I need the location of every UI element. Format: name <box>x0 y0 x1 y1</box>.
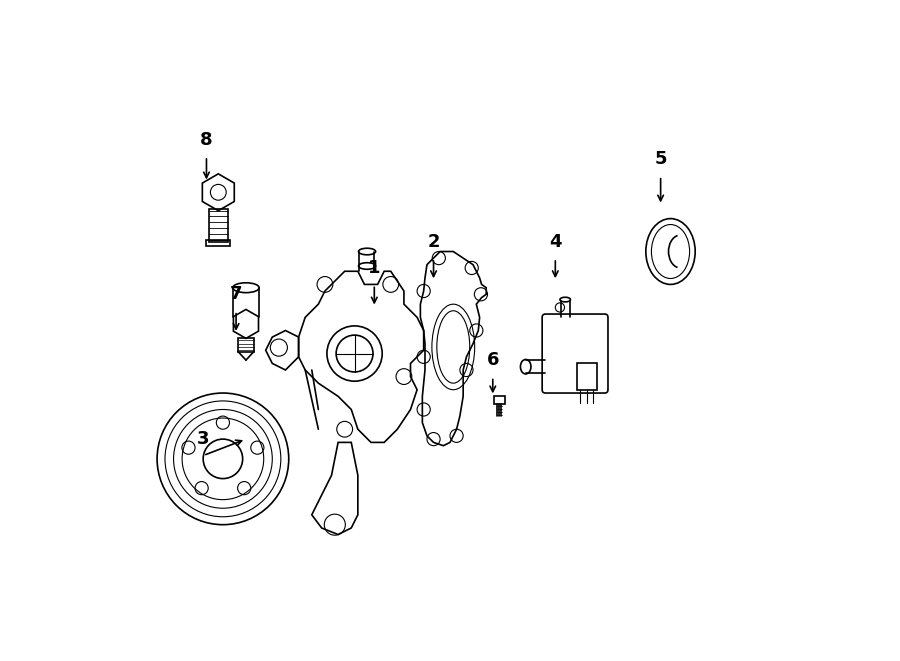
Text: 8: 8 <box>200 131 212 149</box>
Text: 6: 6 <box>487 351 499 369</box>
Text: 7: 7 <box>230 286 242 303</box>
Text: 1: 1 <box>368 259 381 277</box>
Text: 3: 3 <box>197 430 210 448</box>
Text: 5: 5 <box>654 150 667 169</box>
Text: 2: 2 <box>428 233 440 251</box>
Text: 4: 4 <box>549 233 562 251</box>
